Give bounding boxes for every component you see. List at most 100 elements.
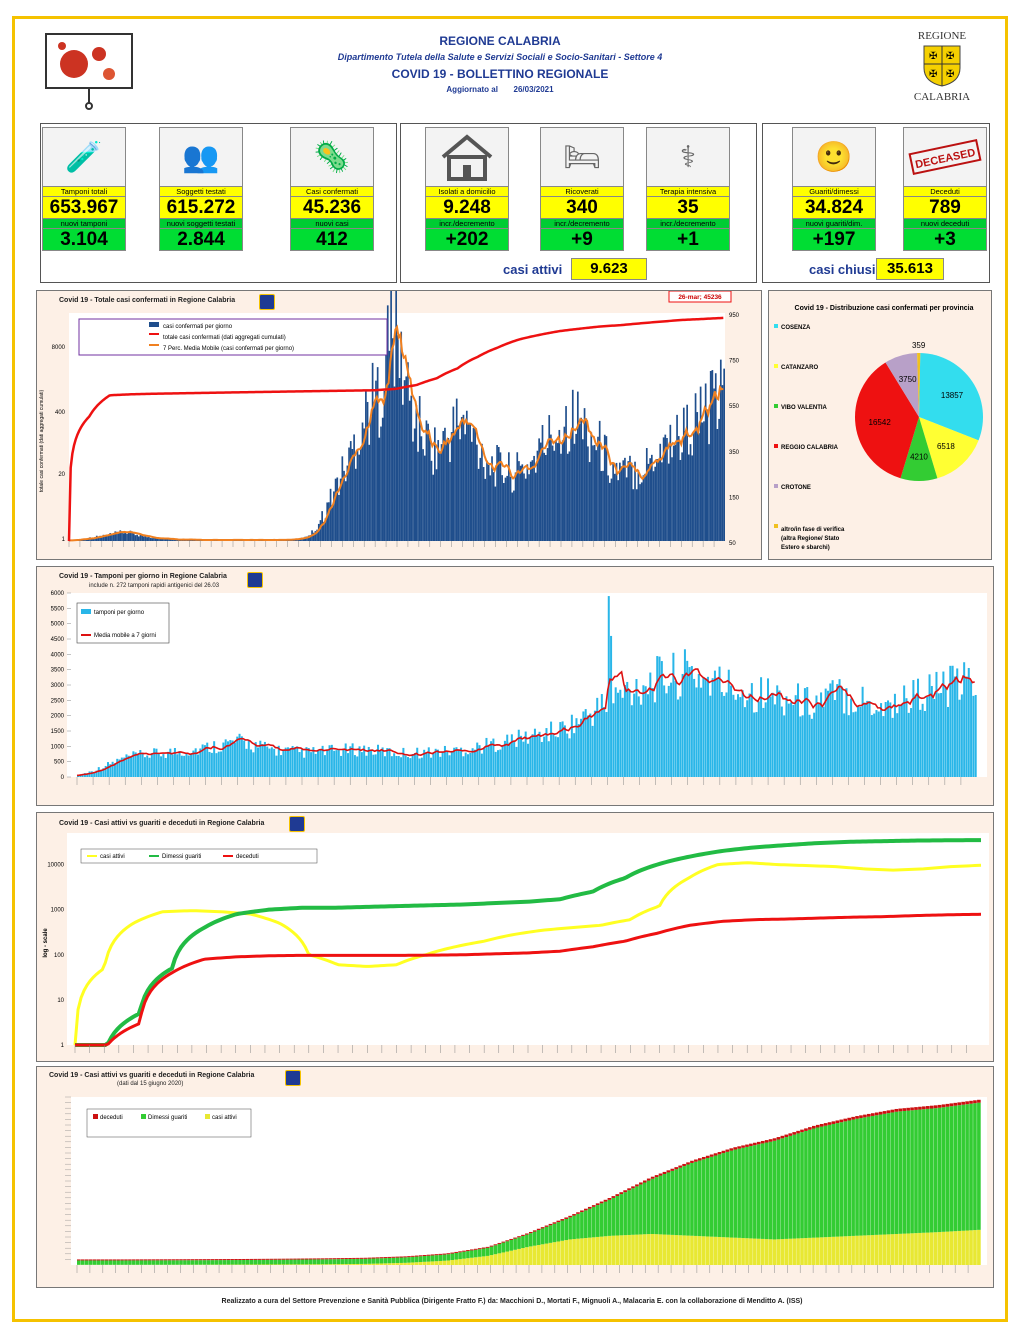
daily-cases-bar xyxy=(635,489,638,541)
legend-swatch xyxy=(149,344,159,346)
bar-deceased xyxy=(477,1248,482,1250)
bar-recovered xyxy=(615,1196,620,1236)
bar-active xyxy=(312,1264,317,1265)
tests-bar xyxy=(254,742,257,777)
bar-active xyxy=(674,1235,679,1265)
daily-cases-bar xyxy=(417,451,419,541)
tests-bar xyxy=(268,748,271,777)
daily-cases-bar xyxy=(696,412,699,541)
tests-bar xyxy=(866,700,869,777)
daily-cases-bar xyxy=(598,420,601,541)
tests-bar xyxy=(623,685,626,777)
tests-bar xyxy=(545,728,548,777)
tests-bar xyxy=(146,755,149,777)
bar-deceased xyxy=(446,1253,451,1255)
bar-recovered xyxy=(371,1258,376,1264)
bar-active xyxy=(733,1237,738,1265)
daily-cases-bar xyxy=(566,453,569,541)
tests-bar xyxy=(750,683,753,777)
tests-bar xyxy=(185,753,188,777)
tests-bar xyxy=(635,679,638,777)
pie-legend-label: REGGIO CALABRIA xyxy=(781,445,839,451)
bar-recovered xyxy=(642,1182,647,1235)
left-tick-label: 400 xyxy=(55,410,66,416)
bar-deceased xyxy=(796,1130,800,1134)
legend-label: casi attivi xyxy=(212,1115,237,1121)
tests-bar xyxy=(503,740,506,777)
pie-slice xyxy=(900,417,938,481)
tests-bar xyxy=(600,694,603,777)
tests-bar xyxy=(222,742,225,777)
tests-bar xyxy=(776,685,779,777)
bar-recovered xyxy=(591,1206,596,1238)
bar-active xyxy=(489,1255,494,1265)
pie-legend-swatch xyxy=(774,364,778,368)
bar-deceased xyxy=(870,1113,875,1116)
bar-active xyxy=(328,1264,333,1265)
daily-cases-bar xyxy=(144,535,147,541)
bar-active xyxy=(529,1246,533,1265)
bar-recovered xyxy=(784,1137,789,1239)
bar-deceased xyxy=(902,1108,907,1111)
chart-tests-per-day: Covid 19 - Tamponi per giorno in Regione… xyxy=(36,566,994,806)
tests-bar xyxy=(778,690,781,777)
daily-cases-bar xyxy=(627,461,630,541)
daily-cases-bar xyxy=(146,537,149,541)
daily-cases-bar xyxy=(307,535,310,541)
bar-recovered xyxy=(128,1260,132,1265)
bar-recovered xyxy=(760,1143,765,1239)
bar-deceased xyxy=(485,1246,490,1248)
tests-bar xyxy=(233,742,236,777)
bar-deceased xyxy=(532,1230,537,1232)
bar-recovered xyxy=(175,1260,179,1265)
bar-deceased xyxy=(619,1192,624,1195)
bar-deceased xyxy=(729,1148,734,1151)
tests-bar xyxy=(527,743,530,777)
daily-cases-bar xyxy=(723,368,725,541)
daily-cases-bar xyxy=(427,423,429,541)
bar-recovered xyxy=(324,1259,329,1265)
bar-recovered xyxy=(910,1110,914,1234)
bar-recovered xyxy=(584,1210,588,1238)
tests-bar xyxy=(702,676,705,777)
bar-deceased xyxy=(890,1109,895,1113)
bar-recovered xyxy=(415,1256,419,1263)
bar-recovered xyxy=(682,1166,686,1236)
daily-cases-bar xyxy=(156,538,159,541)
daily-cases-bar xyxy=(422,449,424,541)
bar-recovered xyxy=(194,1260,199,1265)
daily-cases-bar xyxy=(573,443,576,541)
daily-cases-bar xyxy=(334,478,337,541)
tests-bar xyxy=(884,702,887,777)
daily-cases-bar xyxy=(622,460,625,541)
bar-active xyxy=(532,1245,537,1265)
tests-bar xyxy=(446,751,449,777)
tests-bar xyxy=(808,714,811,777)
tests-bar xyxy=(296,746,299,777)
bar-active xyxy=(485,1255,490,1265)
bar-recovered xyxy=(827,1124,832,1237)
daily-cases-bar xyxy=(536,450,539,541)
daily-cases-bar xyxy=(127,532,130,541)
bar-recovered xyxy=(898,1111,903,1234)
bar-active xyxy=(308,1264,313,1265)
bar-deceased xyxy=(544,1225,549,1227)
bar-recovered xyxy=(973,1103,977,1231)
bar-active xyxy=(756,1238,761,1265)
tests-bar xyxy=(928,674,931,777)
tests-bar xyxy=(727,669,730,777)
bar-deceased xyxy=(831,1121,836,1124)
bar-deceased xyxy=(249,1258,254,1260)
updated-label: Aggiornato al xyxy=(446,85,498,94)
tests-bar xyxy=(693,678,696,777)
tests-bar xyxy=(367,746,370,777)
y-tick-label: 3500 xyxy=(51,668,65,674)
daily-cases-bar xyxy=(122,533,125,541)
bar-deceased xyxy=(642,1180,647,1183)
recovered-icon: 🙂 xyxy=(792,127,876,187)
tests-bar xyxy=(660,661,663,777)
tests-bar xyxy=(711,678,714,777)
daily-cases-bar xyxy=(620,466,623,541)
tests-bar xyxy=(243,740,246,777)
bar-active xyxy=(521,1248,525,1265)
